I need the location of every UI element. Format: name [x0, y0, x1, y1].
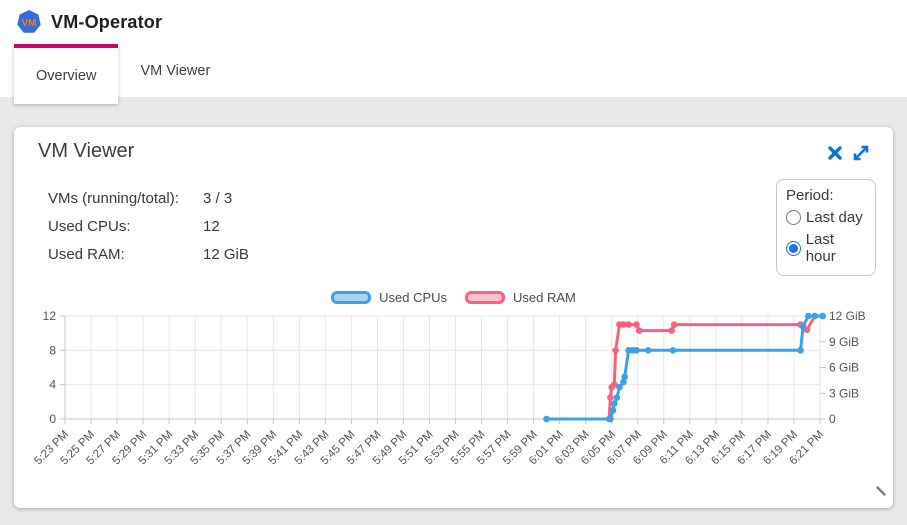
stat-value-cpus: 12 — [203, 217, 220, 235]
stat-label-ram: Used RAM: — [48, 245, 125, 263]
vm-viewer-card: VM Viewer VMs (running/total): 3 / 3 Use… — [14, 127, 893, 508]
svg-text:4: 4 — [49, 378, 56, 392]
radio-last-hour[interactable] — [786, 240, 801, 256]
app-header: VM VM-Operator — [0, 0, 907, 44]
stat-value-ram: 12 GiB — [203, 245, 249, 263]
expand-icon[interactable] — [851, 143, 871, 163]
period-option-label: Last day — [806, 209, 863, 226]
svg-text:0: 0 — [49, 412, 56, 426]
stat-row-vms: VMs (running/total): 3 / 3 — [48, 184, 249, 212]
stat-row-cpus: Used CPUs: 12 — [48, 212, 249, 240]
legend-item-used-ram[interactable]: Used RAM — [465, 290, 576, 305]
legend-swatch-cpus — [331, 291, 372, 304]
svg-text:3 GiB: 3 GiB — [829, 386, 859, 400]
legend-label-cpus: Used CPUs — [379, 290, 448, 305]
app-logo-icon: VM — [17, 10, 41, 33]
period-label: Period: — [786, 187, 834, 204]
svg-text:12: 12 — [43, 309, 57, 323]
period-option-label: Last hour — [805, 231, 836, 265]
svg-text:0: 0 — [829, 412, 836, 426]
tab-overview[interactable]: Overview — [14, 44, 119, 104]
close-icon[interactable] — [827, 145, 843, 161]
svg-text:12 GiB: 12 GiB — [829, 309, 866, 323]
period-option-last-hour[interactable]: Last hour — [786, 231, 867, 265]
stat-label-vms: VMs (running/total): — [48, 189, 179, 207]
tab-vm-viewer[interactable]: VM Viewer — [140, 62, 211, 79]
usage-chart[interactable]: 5:23 PM 5:25 PM 5:27 PM 5:29 PM 5:31 PM 5:33 … — [14, 307, 893, 503]
app-title: VM-Operator — [51, 11, 163, 32]
chart-canvas[interactable]: 5:23 PM5:25 PM5:27 PM5:29 PM5:31 PM5:33 … — [14, 307, 893, 503]
legend-label-ram: Used RAM — [513, 290, 576, 305]
card-title: VM Viewer — [38, 140, 135, 162]
stat-row-ram: Used RAM: 12 GiB — [48, 240, 249, 268]
tab-bar: Overview VM Viewer — [0, 44, 907, 104]
resize-handle-icon[interactable] — [875, 484, 887, 502]
legend-item-used-cpus[interactable]: Used CPUs — [331, 290, 447, 305]
stat-label-cpus: Used CPUs: — [48, 217, 131, 235]
period-selector: Period: Last day Last hour — [776, 179, 876, 276]
card-actions — [827, 143, 871, 163]
radio-last-day[interactable] — [786, 210, 801, 225]
stat-value-vms: 3 / 3 — [203, 189, 233, 207]
app-logo-text: VM — [22, 18, 37, 29]
svg-text:6 GiB: 6 GiB — [829, 361, 859, 375]
period-option-last-day[interactable]: Last day — [786, 209, 867, 226]
chart-legend: Used CPUs Used RAM — [14, 290, 893, 305]
stats-panel: VMs (running/total): 3 / 3 Used CPUs: 12… — [48, 184, 249, 268]
svg-text:9 GiB: 9 GiB — [829, 335, 859, 349]
svg-text:8: 8 — [49, 343, 56, 357]
legend-swatch-ram — [465, 291, 506, 304]
